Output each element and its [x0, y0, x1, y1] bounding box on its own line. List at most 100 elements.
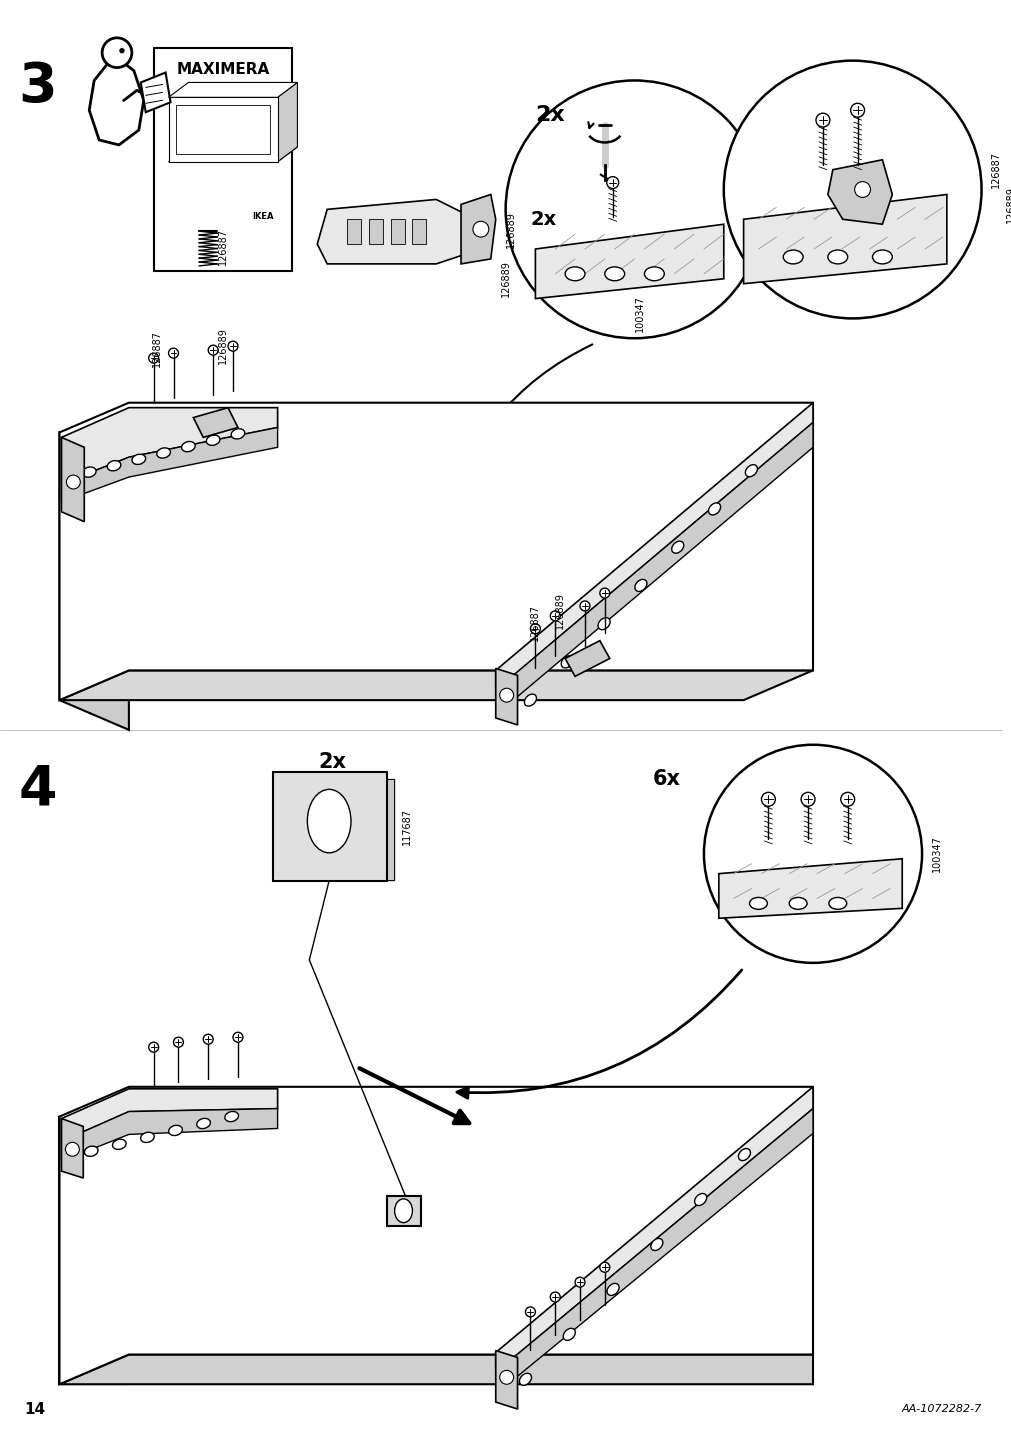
- Polygon shape: [62, 428, 277, 501]
- Ellipse shape: [524, 695, 536, 706]
- Ellipse shape: [644, 266, 663, 281]
- Text: 3: 3: [18, 60, 57, 115]
- Polygon shape: [386, 1196, 421, 1226]
- Ellipse shape: [107, 461, 120, 471]
- Polygon shape: [272, 772, 386, 881]
- Text: 126889: 126889: [506, 211, 515, 248]
- Polygon shape: [193, 408, 238, 437]
- Ellipse shape: [141, 1133, 154, 1143]
- Polygon shape: [390, 219, 404, 243]
- Polygon shape: [60, 1117, 128, 1385]
- Ellipse shape: [828, 898, 846, 909]
- Polygon shape: [89, 56, 144, 145]
- Polygon shape: [62, 437, 84, 521]
- Circle shape: [102, 37, 131, 67]
- Polygon shape: [169, 83, 297, 97]
- Ellipse shape: [745, 464, 756, 477]
- Ellipse shape: [563, 1329, 574, 1340]
- Text: 2x: 2x: [530, 209, 556, 229]
- Ellipse shape: [650, 1239, 662, 1250]
- Circle shape: [704, 745, 921, 962]
- Ellipse shape: [206, 435, 219, 445]
- Ellipse shape: [181, 441, 195, 451]
- Polygon shape: [154, 47, 292, 271]
- Text: AA-1072282-7: AA-1072282-7: [901, 1403, 981, 1413]
- Polygon shape: [280, 779, 394, 881]
- Text: 126887: 126887: [991, 152, 1001, 188]
- Circle shape: [149, 1042, 159, 1053]
- Ellipse shape: [224, 1111, 239, 1121]
- Text: 117687: 117687: [401, 808, 411, 845]
- Ellipse shape: [84, 1146, 98, 1157]
- Text: 100347: 100347: [931, 835, 941, 872]
- Circle shape: [723, 60, 981, 318]
- Ellipse shape: [738, 1148, 750, 1160]
- Circle shape: [815, 113, 829, 127]
- Ellipse shape: [394, 1199, 412, 1223]
- Polygon shape: [495, 422, 812, 715]
- Polygon shape: [60, 1355, 812, 1385]
- Polygon shape: [718, 859, 902, 918]
- Ellipse shape: [519, 1373, 531, 1385]
- Polygon shape: [62, 1118, 83, 1179]
- Circle shape: [530, 624, 540, 634]
- Text: 4: 4: [18, 762, 57, 816]
- Ellipse shape: [749, 898, 766, 909]
- Text: IKEA: IKEA: [252, 212, 273, 221]
- Polygon shape: [62, 408, 277, 484]
- Polygon shape: [62, 1108, 277, 1161]
- Ellipse shape: [783, 251, 803, 263]
- Polygon shape: [495, 1087, 812, 1372]
- Ellipse shape: [694, 1193, 706, 1206]
- Ellipse shape: [605, 266, 624, 281]
- Circle shape: [66, 1143, 79, 1156]
- Polygon shape: [495, 669, 517, 725]
- Polygon shape: [495, 1108, 812, 1395]
- Circle shape: [472, 222, 488, 238]
- Circle shape: [499, 689, 513, 702]
- Ellipse shape: [671, 541, 683, 553]
- Polygon shape: [535, 225, 723, 299]
- Circle shape: [600, 589, 610, 599]
- Text: 126889: 126889: [500, 261, 511, 298]
- Circle shape: [173, 1037, 183, 1047]
- Ellipse shape: [564, 266, 584, 281]
- Circle shape: [149, 354, 159, 364]
- Polygon shape: [347, 219, 361, 243]
- Circle shape: [67, 475, 80, 488]
- Polygon shape: [60, 432, 128, 730]
- Text: 14: 14: [24, 1402, 45, 1416]
- Ellipse shape: [169, 1126, 182, 1136]
- Ellipse shape: [634, 580, 646, 591]
- Polygon shape: [60, 1087, 812, 1385]
- Text: 126887: 126887: [530, 604, 540, 642]
- Ellipse shape: [598, 617, 610, 630]
- Ellipse shape: [131, 454, 146, 464]
- Circle shape: [203, 1034, 213, 1044]
- Ellipse shape: [157, 448, 170, 458]
- Ellipse shape: [231, 428, 245, 440]
- Polygon shape: [827, 160, 892, 225]
- Polygon shape: [277, 83, 297, 162]
- Text: 2x: 2x: [317, 752, 346, 772]
- Circle shape: [550, 1292, 560, 1302]
- Ellipse shape: [112, 1140, 126, 1150]
- Polygon shape: [169, 97, 277, 162]
- Circle shape: [550, 611, 560, 621]
- Circle shape: [854, 182, 869, 198]
- Polygon shape: [317, 199, 465, 263]
- Polygon shape: [495, 1350, 517, 1409]
- Ellipse shape: [708, 503, 720, 516]
- Polygon shape: [412, 219, 426, 243]
- Text: 6x: 6x: [652, 769, 679, 789]
- Text: 126887: 126887: [152, 329, 162, 367]
- Ellipse shape: [789, 898, 806, 909]
- Polygon shape: [60, 402, 812, 700]
- Polygon shape: [62, 1088, 277, 1141]
- Text: 2x: 2x: [535, 105, 564, 125]
- Polygon shape: [495, 402, 812, 690]
- Polygon shape: [141, 73, 171, 112]
- Polygon shape: [368, 219, 382, 243]
- Text: 126889: 126889: [555, 593, 564, 629]
- Circle shape: [760, 792, 774, 806]
